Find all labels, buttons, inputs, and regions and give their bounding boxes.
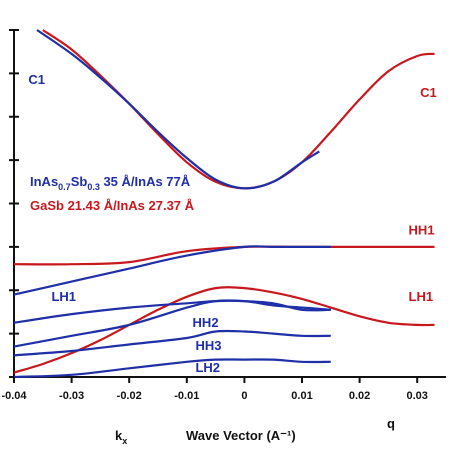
legend: InAs0.7Sb0.3 35 Å/InAs 77Å GaSb 21.43 Å/I…	[30, 174, 195, 213]
legend-text-part: Sb	[71, 174, 88, 189]
curve-label-c1: C1	[28, 72, 45, 87]
curve-label-hh3: HH3	[195, 338, 221, 353]
curve-line-2	[13, 286, 435, 374]
curve-label-hh2: HH2	[193, 315, 219, 330]
legend-entry: GaSb 21.43 Å/InAs 27.37 Å	[30, 198, 195, 213]
x-tick-label: 0	[241, 390, 247, 402]
x-tick-label: -0.04	[1, 390, 27, 402]
curve-line-0	[42, 29, 435, 190]
axis-titles: kx Wave Vector (A⁻¹) q	[115, 416, 395, 446]
x-axis-q-label: q	[387, 416, 395, 431]
curve-label-hh1: HH1	[409, 223, 435, 238]
curve-label-lh1: LH1	[51, 289, 76, 304]
legend-text-part: GaSb 21.43 Å/InAs 27.37 Å	[30, 198, 195, 213]
curve-line-3	[36, 29, 320, 190]
plot-frame	[9, 29, 446, 378]
legend-text-part: InAs	[30, 174, 58, 189]
curve-labels: C1 C1 HH1 LH1 LH1 HH2 HH3 LH2	[28, 72, 436, 375]
curve-line-6	[13, 299, 331, 348]
x-tick-label: -0.01	[174, 390, 199, 402]
kx-sub: x	[122, 436, 127, 446]
kx-main: k	[115, 428, 123, 443]
legend-subscript: 0.3	[87, 182, 100, 192]
x-tick-label: -0.02	[117, 390, 142, 402]
curves	[13, 29, 435, 379]
x-tick-label: 0.02	[349, 390, 370, 402]
curve-line-4	[13, 245, 331, 296]
x-tick-label: -0.03	[59, 390, 84, 402]
x-axis-title: Wave Vector (A⁻¹)	[186, 428, 296, 443]
curve-line-7	[13, 329, 331, 357]
curve-label-lh1: LH1	[409, 289, 434, 304]
legend-entry: InAs0.7Sb0.3 35 Å/InAs 77Å	[30, 174, 191, 192]
x-axis-ticks: -0.04 -0.03 -0.02 -0.01 0 0.01 0.02 0.03	[1, 377, 428, 402]
x-axis-kx-label: kx	[115, 428, 127, 446]
legend-text-part: 35 Å/InAs 77Å	[100, 174, 191, 189]
curve-label-c1: C1	[420, 85, 437, 100]
x-tick-label: 0.03	[406, 390, 427, 402]
curve-label-lh2: LH2	[195, 360, 220, 375]
x-tick-label: 0.01	[291, 390, 312, 402]
curve-line-8	[13, 358, 331, 379]
legend-subscript: 0.7	[58, 182, 71, 192]
